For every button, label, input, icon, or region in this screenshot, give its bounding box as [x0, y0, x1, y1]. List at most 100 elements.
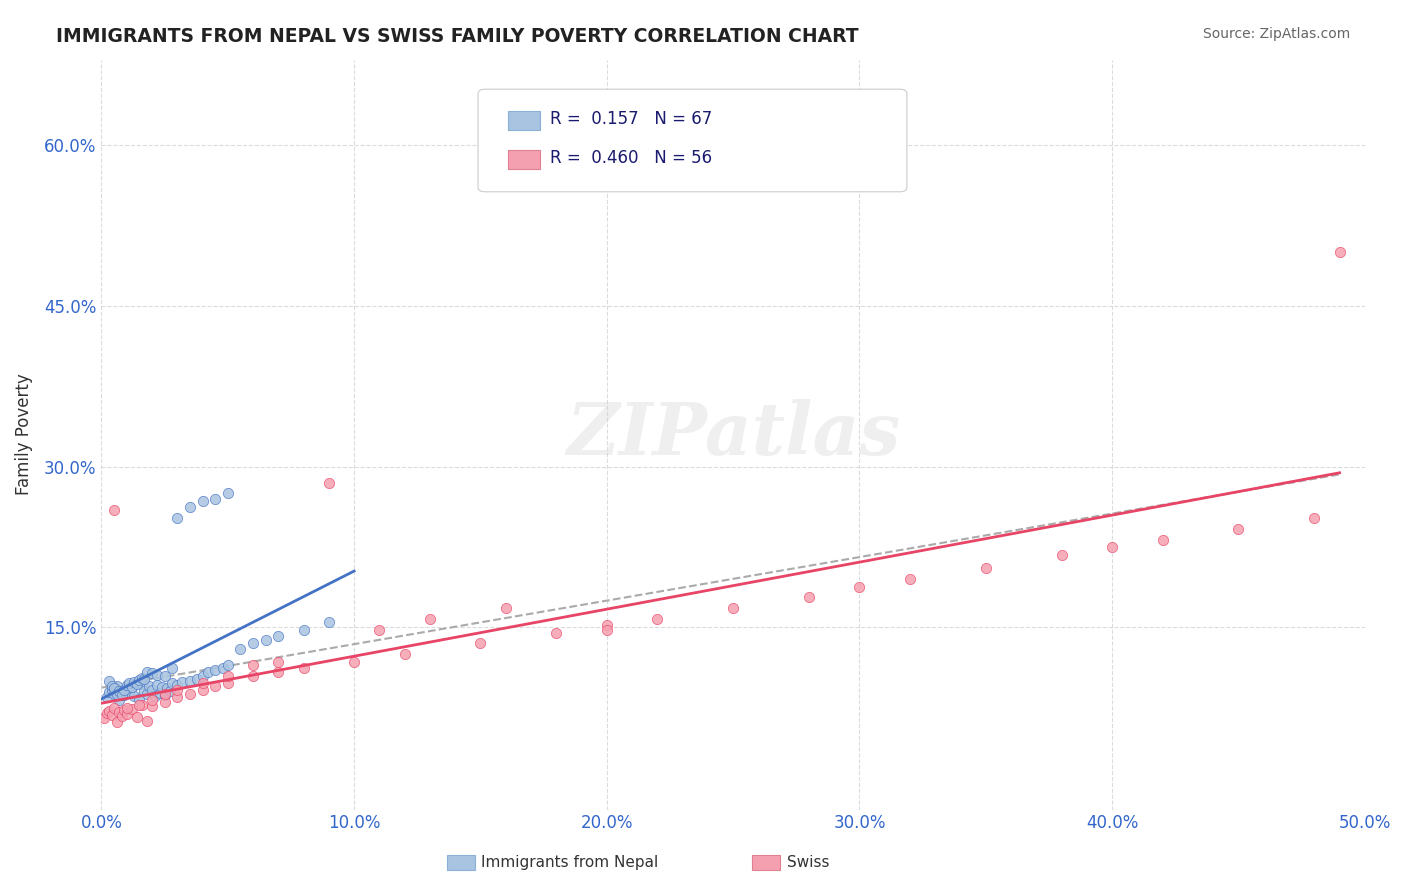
- Point: [131, 677, 153, 691]
- Point: [105, 714, 128, 729]
- Point: [191, 676, 214, 690]
- Point: [191, 668, 214, 682]
- Point: [112, 703, 135, 717]
- Point: [1050, 548, 1073, 562]
- Point: [149, 686, 172, 700]
- Point: [111, 688, 134, 702]
- Point: [108, 705, 131, 719]
- Point: [128, 692, 150, 706]
- Point: [141, 693, 163, 707]
- Point: [141, 698, 163, 713]
- Point: [141, 682, 163, 697]
- Point: [131, 698, 153, 712]
- Point: [166, 511, 188, 525]
- Point: [128, 673, 150, 687]
- Point: [394, 647, 416, 661]
- Point: [115, 681, 138, 696]
- Point: [111, 709, 134, 723]
- Point: [108, 693, 131, 707]
- Point: [1152, 533, 1174, 547]
- Point: [121, 702, 143, 716]
- Point: [267, 665, 290, 680]
- Point: [136, 687, 159, 701]
- Point: [150, 681, 173, 695]
- Point: [153, 695, 176, 709]
- Point: [160, 676, 183, 690]
- Point: [125, 710, 148, 724]
- Point: [267, 629, 290, 643]
- Point: [98, 673, 121, 688]
- Point: [596, 623, 619, 637]
- Point: [242, 657, 264, 672]
- Point: [318, 615, 340, 629]
- Y-axis label: Family Poverty: Family Poverty: [15, 374, 32, 495]
- Point: [103, 681, 125, 696]
- Point: [103, 687, 125, 701]
- Point: [96, 706, 118, 720]
- Point: [111, 683, 134, 698]
- Point: [343, 655, 366, 669]
- Point: [143, 689, 166, 703]
- Point: [419, 612, 441, 626]
- Point: [546, 625, 568, 640]
- Point: [974, 561, 997, 575]
- Point: [292, 623, 315, 637]
- Point: [136, 665, 159, 680]
- Point: [108, 683, 131, 698]
- Point: [470, 636, 492, 650]
- Point: [98, 704, 121, 718]
- Text: Source: ZipAtlas.com: Source: ZipAtlas.com: [1202, 27, 1350, 41]
- Point: [136, 714, 159, 728]
- Point: [217, 668, 239, 682]
- Point: [100, 682, 122, 697]
- Point: [100, 708, 122, 723]
- Text: R =  0.157   N = 67: R = 0.157 N = 67: [550, 110, 711, 128]
- Point: [105, 687, 128, 701]
- Point: [103, 502, 125, 516]
- Point: [121, 681, 143, 695]
- Text: Immigrants from Nepal: Immigrants from Nepal: [481, 855, 658, 870]
- Point: [204, 679, 226, 693]
- Point: [242, 636, 264, 650]
- Point: [254, 633, 277, 648]
- Point: [191, 682, 214, 697]
- Point: [141, 666, 163, 681]
- Point: [217, 486, 239, 500]
- Text: R =  0.460   N = 56: R = 0.460 N = 56: [550, 149, 711, 167]
- Point: [1101, 540, 1123, 554]
- Point: [186, 672, 208, 686]
- Point: [128, 698, 150, 712]
- Point: [721, 601, 744, 615]
- Point: [124, 675, 146, 690]
- Point: [217, 657, 239, 672]
- Point: [153, 688, 176, 702]
- Point: [166, 682, 188, 697]
- Text: ZIPatlas: ZIPatlas: [567, 399, 900, 470]
- Point: [898, 572, 921, 586]
- Point: [848, 580, 870, 594]
- Point: [368, 623, 391, 637]
- Point: [267, 655, 290, 669]
- Point: [204, 491, 226, 506]
- Point: [121, 681, 143, 695]
- Point: [138, 679, 160, 693]
- Point: [103, 700, 125, 714]
- Point: [118, 676, 141, 690]
- Point: [105, 679, 128, 693]
- Point: [292, 661, 315, 675]
- Point: [179, 687, 201, 701]
- Point: [495, 601, 517, 615]
- Point: [596, 618, 619, 632]
- Point: [124, 689, 146, 703]
- Point: [166, 678, 188, 692]
- Point: [96, 690, 118, 704]
- Point: [98, 684, 121, 698]
- Point: [159, 683, 181, 698]
- Point: [112, 682, 135, 697]
- Point: [134, 683, 156, 698]
- Point: [118, 686, 141, 700]
- Point: [166, 690, 188, 704]
- Point: [125, 676, 148, 690]
- Point: [100, 679, 122, 693]
- Point: [115, 707, 138, 722]
